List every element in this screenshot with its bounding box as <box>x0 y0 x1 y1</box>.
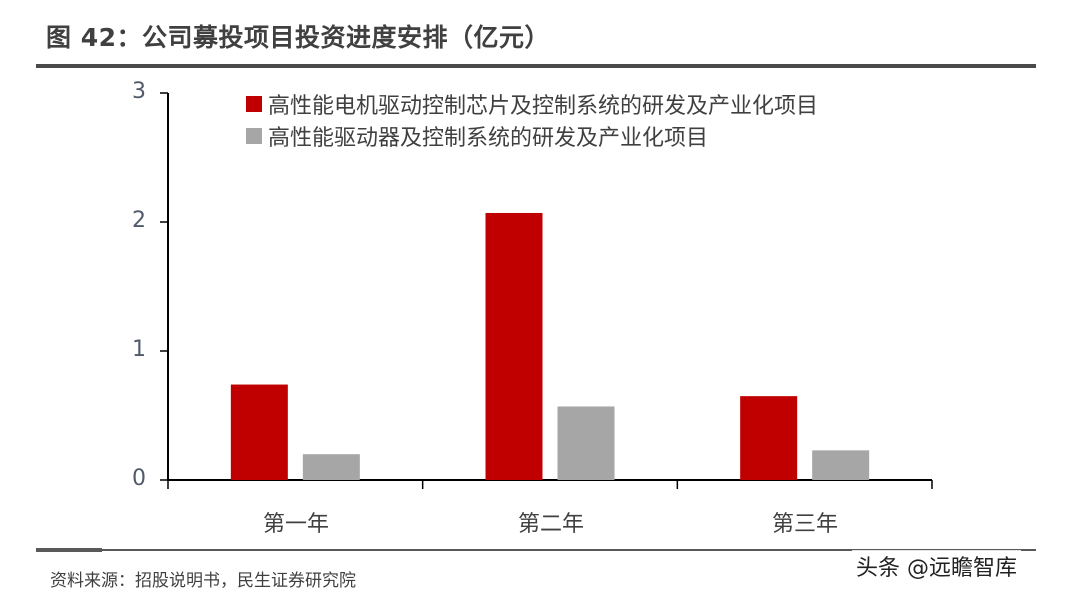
title-divider <box>36 64 1036 68</box>
bar-gray-1 <box>302 454 360 480</box>
footer-divider-accent <box>36 548 102 552</box>
legend-swatch-red <box>246 96 262 112</box>
watermark: 头条 @远瞻智库 <box>852 550 1021 582</box>
y-tick-label-3: 3 <box>132 79 146 104</box>
bar-red-1 <box>230 384 288 480</box>
footer-divider <box>36 549 1036 551</box>
source-note: 资料来源：招股说明书，民生证券研究院 <box>50 571 356 591</box>
y-tick-label-2: 2 <box>132 208 146 233</box>
legend-label-series1: 高性能电机驱动控制芯片及控制系统的研发及产业化项目 <box>268 94 819 119</box>
x-category-year3: 第三年 <box>771 512 838 537</box>
figure-title: 图 42：公司募投项目投资进度安排（亿元） <box>46 23 550 52</box>
x-category-year2: 第二年 <box>517 512 584 537</box>
bar-red-3 <box>740 396 798 480</box>
legend-swatch-gray <box>246 128 262 144</box>
bar-gray-2 <box>557 406 615 480</box>
chart-legend: 高性能电机驱动控制芯片及控制系统的研发及产业化项目 高性能驱动器及控制系统的研发… <box>246 88 818 152</box>
legend-label-series2: 高性能驱动器及控制系统的研发及产业化项目 <box>268 126 709 151</box>
y-tick-label-1: 1 <box>132 337 146 362</box>
legend-item-series2: 高性能驱动器及控制系统的研发及产业化项目 <box>246 120 818 152</box>
x-category-year1: 第一年 <box>262 512 329 537</box>
legend-item-series1: 高性能电机驱动控制芯片及控制系统的研发及产业化项目 <box>246 88 818 120</box>
bar-red-2 <box>485 212 543 480</box>
y-tick-label-0: 0 <box>132 466 146 491</box>
bar-gray-3 <box>812 450 870 480</box>
